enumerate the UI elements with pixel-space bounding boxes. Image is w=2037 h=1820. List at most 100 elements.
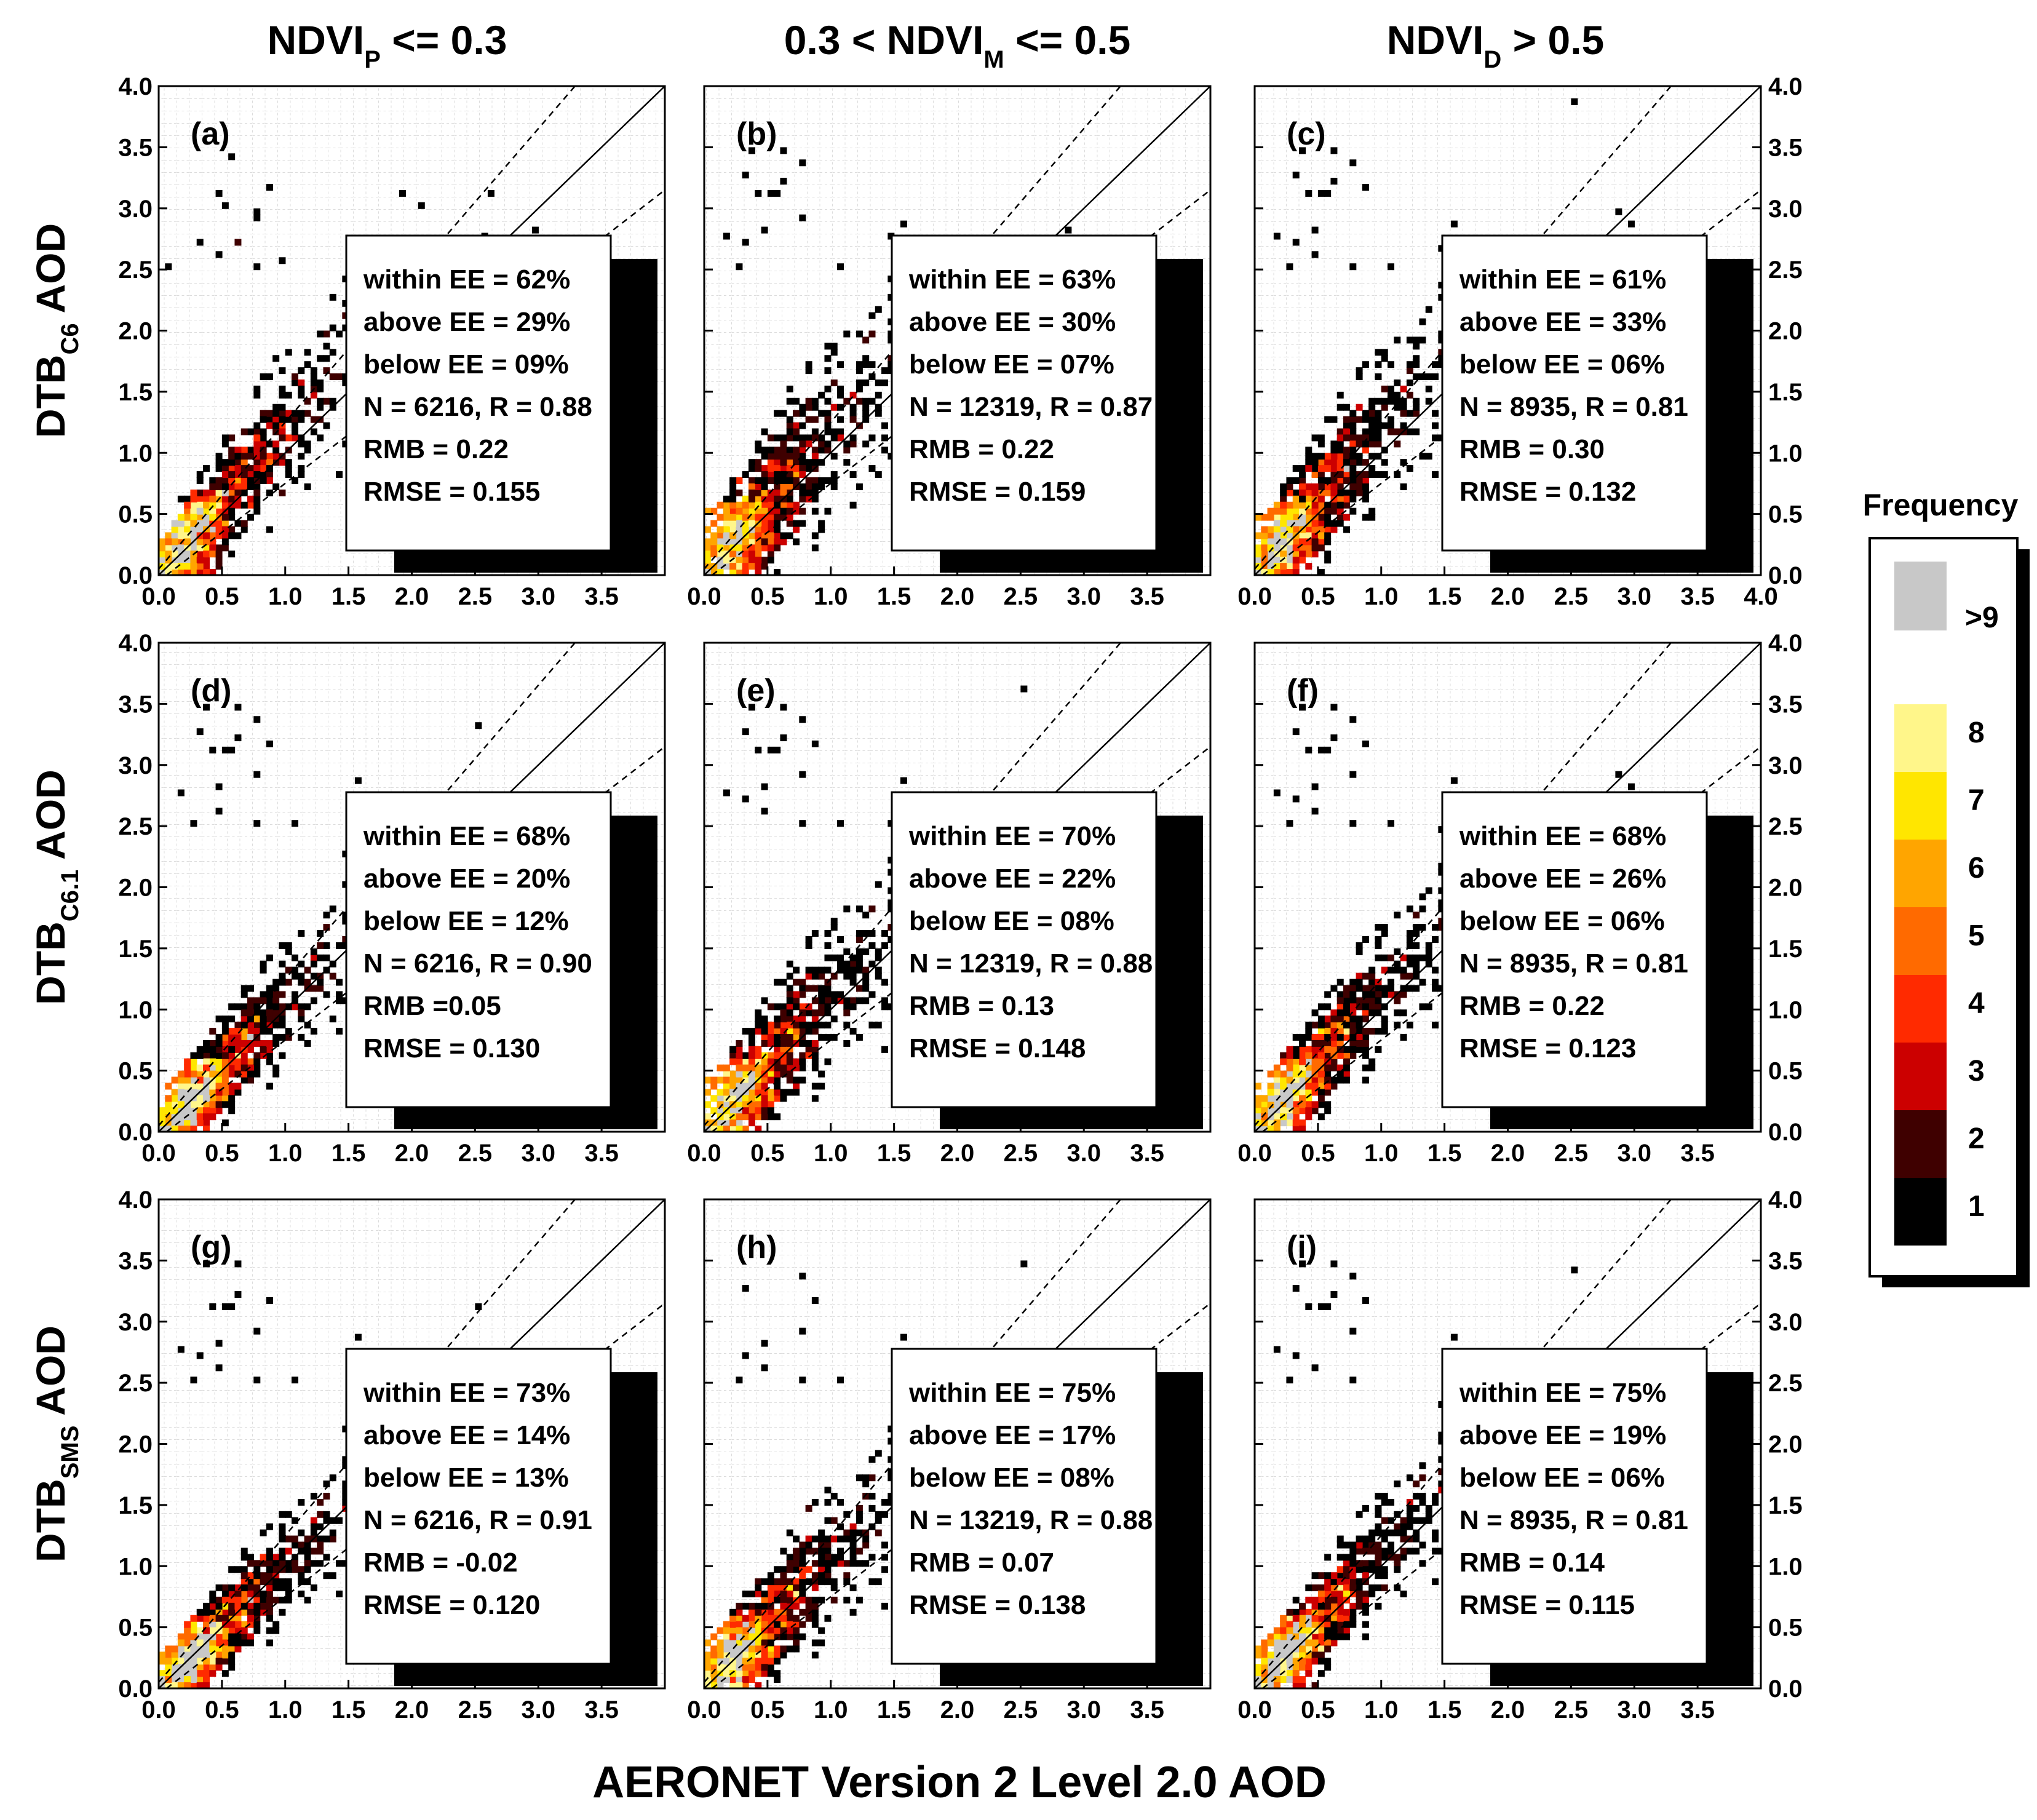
- data-point: [1394, 1584, 1401, 1592]
- data-point: [704, 1113, 711, 1121]
- data-point: [774, 1645, 781, 1653]
- data-point: [1311, 544, 1319, 552]
- data-point: [1330, 501, 1338, 509]
- data-point: [761, 1578, 768, 1586]
- data-point: [736, 1377, 743, 1384]
- data-point: [1400, 1517, 1407, 1524]
- data-point: [247, 1578, 255, 1586]
- data-point: [767, 1578, 774, 1586]
- data-point: [774, 1076, 781, 1084]
- data-point: [849, 1608, 857, 1616]
- data-point: [1317, 453, 1325, 460]
- data-point: [1317, 1089, 1325, 1096]
- data-point: [856, 948, 863, 955]
- data-point: [1349, 1039, 1357, 1047]
- data-point: [799, 1028, 806, 1035]
- data-point: [1330, 507, 1338, 515]
- data-point: [196, 1064, 204, 1071]
- data-point: [742, 1070, 749, 1078]
- data-point: [1400, 966, 1407, 974]
- data-point: [793, 1034, 800, 1041]
- data-point: [755, 1621, 762, 1628]
- data-point: [266, 1584, 273, 1592]
- data-point: [761, 428, 768, 435]
- data-point: [171, 569, 178, 576]
- data-point: [824, 355, 832, 362]
- data-point: [1368, 991, 1376, 998]
- data-point: [1311, 471, 1319, 479]
- data-point: [1280, 489, 1287, 496]
- data-point: [786, 1058, 793, 1065]
- data-point: [799, 422, 806, 429]
- data-point: [755, 1083, 762, 1090]
- data-point: [1336, 1015, 1344, 1023]
- x-tick-label: 1.0: [814, 1140, 848, 1167]
- data-point: [266, 997, 273, 1004]
- data-point: [723, 1639, 730, 1647]
- data-point: [767, 532, 774, 539]
- data-point: [196, 520, 204, 527]
- data-point: [1286, 1658, 1293, 1665]
- data-point: [165, 1664, 172, 1671]
- data-point: [1324, 1584, 1332, 1592]
- legend-swatch: [1894, 772, 1947, 840]
- data-point: [862, 997, 870, 1004]
- data-point: [279, 489, 286, 496]
- data-point: [780, 1645, 787, 1653]
- data-point: [1305, 532, 1312, 539]
- data-point: [1292, 1064, 1300, 1071]
- data-point: [215, 1064, 223, 1071]
- data-point: [171, 1101, 178, 1108]
- data-point: [215, 1340, 223, 1347]
- data-point: [1432, 979, 1439, 986]
- data-point: [304, 1003, 311, 1011]
- data-point: [272, 1009, 280, 1017]
- data-point: [805, 1003, 812, 1011]
- data-point: [1324, 532, 1332, 539]
- data-point: [1349, 1578, 1357, 1586]
- data-point: [304, 1039, 311, 1047]
- data-point: [868, 1474, 876, 1482]
- data-point: [196, 1682, 204, 1690]
- data-point: [1356, 979, 1363, 986]
- data-point: [862, 966, 870, 974]
- y-tick-label: 0.0: [118, 562, 153, 589]
- data-point: [285, 465, 292, 472]
- data-point: [1299, 550, 1306, 558]
- data-point: [1305, 563, 1312, 570]
- data-point: [793, 1566, 800, 1573]
- data-point: [159, 1676, 165, 1683]
- data-point: [742, 1670, 749, 1677]
- data-point: [1286, 532, 1293, 539]
- data-point: [228, 1070, 236, 1078]
- data-point: [843, 948, 851, 955]
- data-point: [1368, 1535, 1376, 1543]
- data-point: [1317, 532, 1325, 539]
- data-point: [203, 1676, 210, 1683]
- data-point: [767, 189, 774, 197]
- data-point: [1362, 1064, 1369, 1071]
- data-point: [1280, 1095, 1287, 1102]
- data-point: [824, 942, 832, 949]
- data-point: [704, 1664, 711, 1671]
- data-point: [323, 954, 330, 961]
- data-point: [729, 1083, 737, 1090]
- data-point: [793, 1058, 800, 1065]
- data-point: [811, 1572, 819, 1580]
- data-point: [1343, 1052, 1351, 1059]
- data-point: [1419, 1560, 1426, 1567]
- data-point: [1286, 1639, 1293, 1647]
- data-point: [247, 1572, 255, 1580]
- data-point: [1368, 428, 1376, 435]
- x-tick-label: 3.5: [1130, 583, 1164, 610]
- scatter-panel: 0.0 0.5 1.0 1.5 2.0 2.5 3.0 3.50.00.51.01.52.02…: [1237, 1186, 1802, 1723]
- data-point: [1324, 1034, 1332, 1041]
- data-point: [1324, 1602, 1332, 1610]
- data-point: [748, 563, 756, 570]
- data-point: [1305, 1070, 1312, 1078]
- data-point: [323, 1511, 330, 1518]
- data-point: [253, 1608, 261, 1616]
- data-point: [1311, 1046, 1319, 1053]
- data-point: [761, 1633, 768, 1640]
- data-point: [1317, 1113, 1325, 1121]
